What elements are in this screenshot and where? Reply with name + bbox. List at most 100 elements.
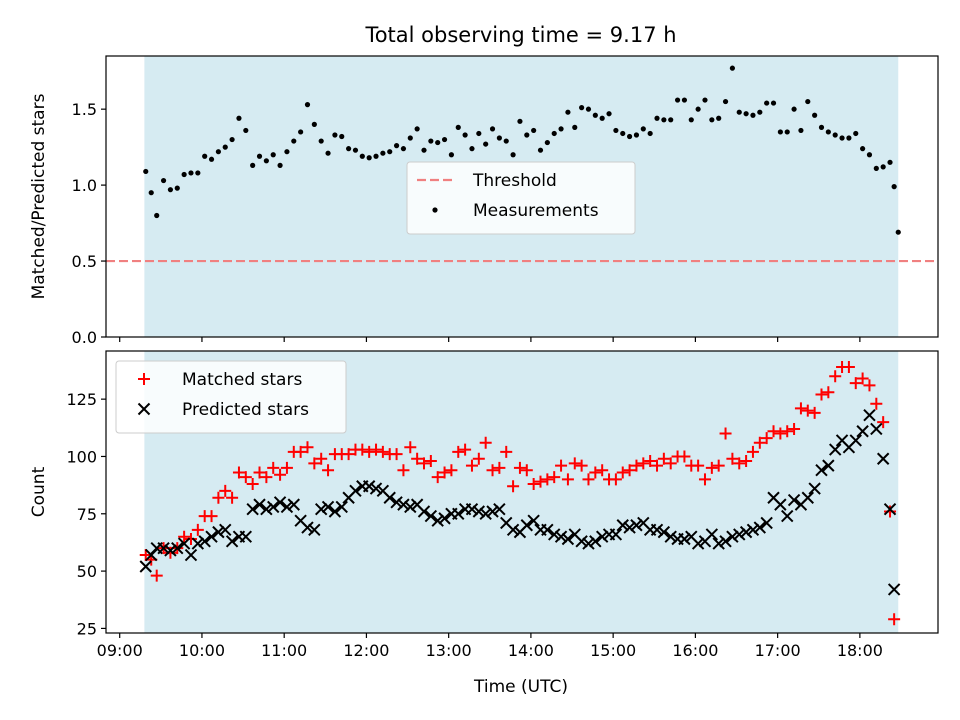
data-point <box>219 484 232 497</box>
data-point <box>280 500 294 514</box>
data-point <box>212 491 225 504</box>
data-point <box>373 153 379 159</box>
data-point <box>205 530 218 543</box>
data-point <box>565 109 571 115</box>
data-point <box>767 425 780 438</box>
data-point <box>650 523 664 537</box>
data-point <box>712 459 725 472</box>
data-point <box>575 459 588 472</box>
data-point <box>143 168 149 175</box>
data-point <box>548 471 561 484</box>
data-point <box>866 152 873 158</box>
data-point <box>243 127 249 134</box>
data-point <box>359 153 365 159</box>
data-point <box>448 152 455 158</box>
data-point <box>270 152 276 158</box>
data-point <box>465 459 478 472</box>
data-point <box>393 143 400 149</box>
data-point <box>592 112 598 118</box>
data-point <box>164 544 177 557</box>
data-point <box>369 482 383 495</box>
data-point <box>719 535 732 548</box>
data-point <box>856 372 869 385</box>
data-point <box>164 546 177 559</box>
data-point <box>191 523 204 536</box>
data-point <box>599 115 605 121</box>
data-point <box>815 388 828 401</box>
data-point <box>887 583 901 596</box>
data-point <box>445 464 458 477</box>
data-point <box>544 139 550 146</box>
data-point <box>791 106 797 112</box>
data-point <box>335 500 348 514</box>
data-point <box>548 528 561 541</box>
y-tick-label: 75 <box>77 505 97 524</box>
data-point <box>452 445 465 458</box>
data-point <box>294 445 307 458</box>
data-point <box>870 422 883 436</box>
x-tick-label: 09:00 <box>97 641 143 660</box>
data-point <box>315 452 328 465</box>
data-point <box>208 156 215 162</box>
data-point <box>541 473 554 486</box>
data-point <box>424 455 437 468</box>
axes-frame <box>105 350 939 634</box>
y-tick-label: 100 <box>66 447 97 466</box>
data-point <box>431 471 444 484</box>
data-point <box>561 473 574 486</box>
y-tick-label: 125 <box>66 390 97 409</box>
x-tick-label: 17:00 <box>755 641 801 660</box>
data-point <box>784 129 790 135</box>
data-point <box>846 135 852 141</box>
data-point <box>195 170 201 176</box>
data-point <box>876 452 890 465</box>
data-point <box>620 130 626 137</box>
data-point <box>691 537 705 550</box>
y-axis-label: Matched/Predicted stars <box>29 93 49 299</box>
data-point <box>870 397 883 410</box>
data-point <box>167 187 174 193</box>
data-point <box>757 109 763 115</box>
data-point <box>424 509 438 523</box>
data-point <box>873 165 879 171</box>
data-point <box>657 525 671 539</box>
axes-frame <box>105 55 939 338</box>
data-point <box>188 170 194 176</box>
data-point <box>417 505 431 518</box>
data-point <box>537 147 544 153</box>
data-point <box>380 150 386 156</box>
data-point <box>606 111 612 117</box>
data-point <box>829 370 842 383</box>
data-point <box>524 132 530 138</box>
legend-box <box>115 360 347 434</box>
data-point <box>664 457 677 470</box>
data-point <box>644 455 657 468</box>
data-point <box>438 466 451 479</box>
data-point <box>589 535 602 548</box>
data-point <box>479 507 492 520</box>
data-point <box>842 361 855 374</box>
x-tick-label: 11:00 <box>261 641 307 660</box>
data-point <box>503 138 509 144</box>
data-point <box>801 491 814 504</box>
data-point <box>585 106 592 112</box>
data-point <box>362 480 376 493</box>
bottom-panel: 25 50 75 100 125 09:00 10:00 11:00 12:00 13:00 14:… <box>29 350 939 660</box>
data-point <box>421 147 427 153</box>
x-tick-label: 14:00 <box>508 641 554 660</box>
data-point <box>397 464 410 477</box>
data-point <box>500 445 513 458</box>
data-point <box>506 523 520 537</box>
data-point <box>626 133 633 140</box>
data-point <box>370 443 383 456</box>
data-point <box>414 126 420 132</box>
data-point <box>236 115 242 121</box>
data-point <box>489 126 496 132</box>
data-point <box>212 525 225 539</box>
data-point <box>863 408 876 422</box>
data-point <box>575 535 588 548</box>
data-point <box>363 445 376 458</box>
data-point <box>222 144 228 150</box>
data-point <box>616 519 629 532</box>
data-point <box>788 422 801 435</box>
